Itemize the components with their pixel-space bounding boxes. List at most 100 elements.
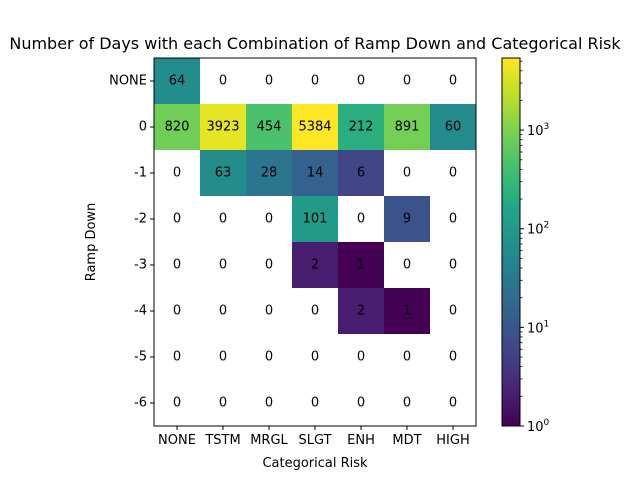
x-tick-label: HIGH (436, 433, 469, 448)
heatmap-cell (246, 104, 292, 150)
cell-value-label: 5384 (298, 120, 331, 135)
cell-value-label: 0 (403, 166, 411, 181)
cell-value-label: 0 (403, 258, 411, 273)
heatmap-cell (338, 196, 384, 242)
x-tick-label: ENH (347, 433, 375, 448)
y-axis-title: Ramp Down (84, 203, 99, 282)
heatmap-cell (246, 334, 292, 380)
y-tick-label: -6 (134, 396, 147, 411)
heatmap-cell (154, 196, 200, 242)
heatmap-cell (384, 334, 430, 380)
cell-value-label: 6 (357, 166, 365, 181)
cell-value-label: 0 (449, 212, 457, 227)
cell-value-label: 0 (173, 304, 181, 319)
x-axis-ticks: NONE TSTM MRGL SLGT ENH MDT HIGH (158, 426, 470, 448)
cell-value-label: 0 (173, 258, 181, 273)
cell-value-label: 0 (403, 74, 411, 89)
colorbar-tick-label: 100 (527, 418, 550, 435)
y-tick-label: -5 (134, 350, 147, 365)
heatmap-cell (200, 58, 246, 104)
heatmap-cell (338, 380, 384, 426)
cell-value-label: 0 (403, 350, 411, 365)
heatmap-cell (200, 242, 246, 288)
heatmap-cell (338, 58, 384, 104)
cell-value-label: 0 (449, 396, 457, 411)
cell-value-label: 0 (219, 304, 227, 319)
colorbar-frame (501, 57, 521, 427)
cell-value-label: 60 (445, 120, 462, 135)
heatmap-cell (430, 288, 476, 334)
cell-value-label: 0 (219, 212, 227, 227)
heatmap-cell (154, 58, 200, 104)
cell-value-label: 64 (169, 74, 186, 89)
heatmap-cell (430, 196, 476, 242)
heatmap-cell (292, 380, 338, 426)
y-tick-label: -2 (134, 212, 147, 227)
cell-value-label: 9 (403, 212, 411, 227)
heatmap-cell (200, 196, 246, 242)
cell-value-label: 0 (449, 74, 457, 89)
cell-value-label: 0 (311, 74, 319, 89)
cell-value-label: 0 (449, 304, 457, 319)
heatmap-cell (292, 288, 338, 334)
heatmap-cell (384, 242, 430, 288)
y-tick-label: -3 (134, 258, 147, 273)
cell-value-label: 2 (311, 258, 319, 273)
cell-value-label: 0 (403, 396, 411, 411)
cell-value-label: 0 (265, 396, 273, 411)
heatmap-cell (292, 334, 338, 380)
cell-value-label: 0 (357, 396, 365, 411)
cell-value-label: 1 (357, 258, 365, 273)
cell-value-label: 0 (219, 396, 227, 411)
x-tick-label: TSTM (204, 433, 240, 448)
x-tick-label: SLGT (298, 433, 331, 448)
heatmap-cell (292, 242, 338, 288)
cell-value-label: 0 (265, 350, 273, 365)
heatmap-cell (384, 150, 430, 196)
cell-value-label: 0 (311, 350, 319, 365)
cell-value-label: 0 (357, 212, 365, 227)
cell-value-label: 0 (357, 350, 365, 365)
heatmap-cell (430, 242, 476, 288)
cell-value-label: 212 (349, 120, 374, 135)
cell-value-label: 1 (403, 304, 411, 319)
cell-value-label: 0 (219, 350, 227, 365)
heatmap-cell (154, 150, 200, 196)
heatmap-cell (246, 380, 292, 426)
colorbar-tick-label: 101 (527, 319, 549, 336)
heatmap-cell (430, 104, 476, 150)
cell-value-label: 28 (261, 166, 278, 181)
heatmap-cell (154, 334, 200, 380)
cell-value-label: 0 (173, 166, 181, 181)
heatmap-cell (246, 196, 292, 242)
cell-value-label: 0 (311, 396, 319, 411)
cell-value-label: 820 (165, 120, 190, 135)
cell-value-label: 2 (357, 304, 365, 319)
cell-value-label: 0 (173, 396, 181, 411)
heatmap-cell (338, 288, 384, 334)
cell-value-label: 0 (265, 258, 273, 273)
heatmap-cell (246, 242, 292, 288)
heatmap-cell (292, 104, 338, 150)
cell-value-label: 0 (219, 258, 227, 273)
cell-value-label: 14 (307, 166, 324, 181)
y-tick-label: -4 (134, 304, 147, 319)
cell-value-label: 891 (395, 120, 420, 135)
cell-value-label: 63 (215, 166, 232, 181)
heatmap-cell (384, 380, 430, 426)
y-axis-ticks: NONE 0 -1 -2 -3 -4 -5 -6 (109, 74, 154, 411)
cell-value-label: 0 (265, 212, 273, 227)
cell-value-label: 0 (311, 304, 319, 319)
heatmap-cell (338, 242, 384, 288)
heatmap-cell (246, 288, 292, 334)
heatmap-cell (338, 104, 384, 150)
cell-value-label: 0 (449, 166, 457, 181)
x-tick-label: NONE (158, 433, 196, 448)
y-tick-label: 0 (139, 120, 147, 135)
heatmap-cell (384, 58, 430, 104)
heatmap-cell (292, 58, 338, 104)
heatmap-cell (384, 104, 430, 150)
colorbar: 100 101 102 103 (501, 57, 550, 435)
heatmap-cell (200, 150, 246, 196)
